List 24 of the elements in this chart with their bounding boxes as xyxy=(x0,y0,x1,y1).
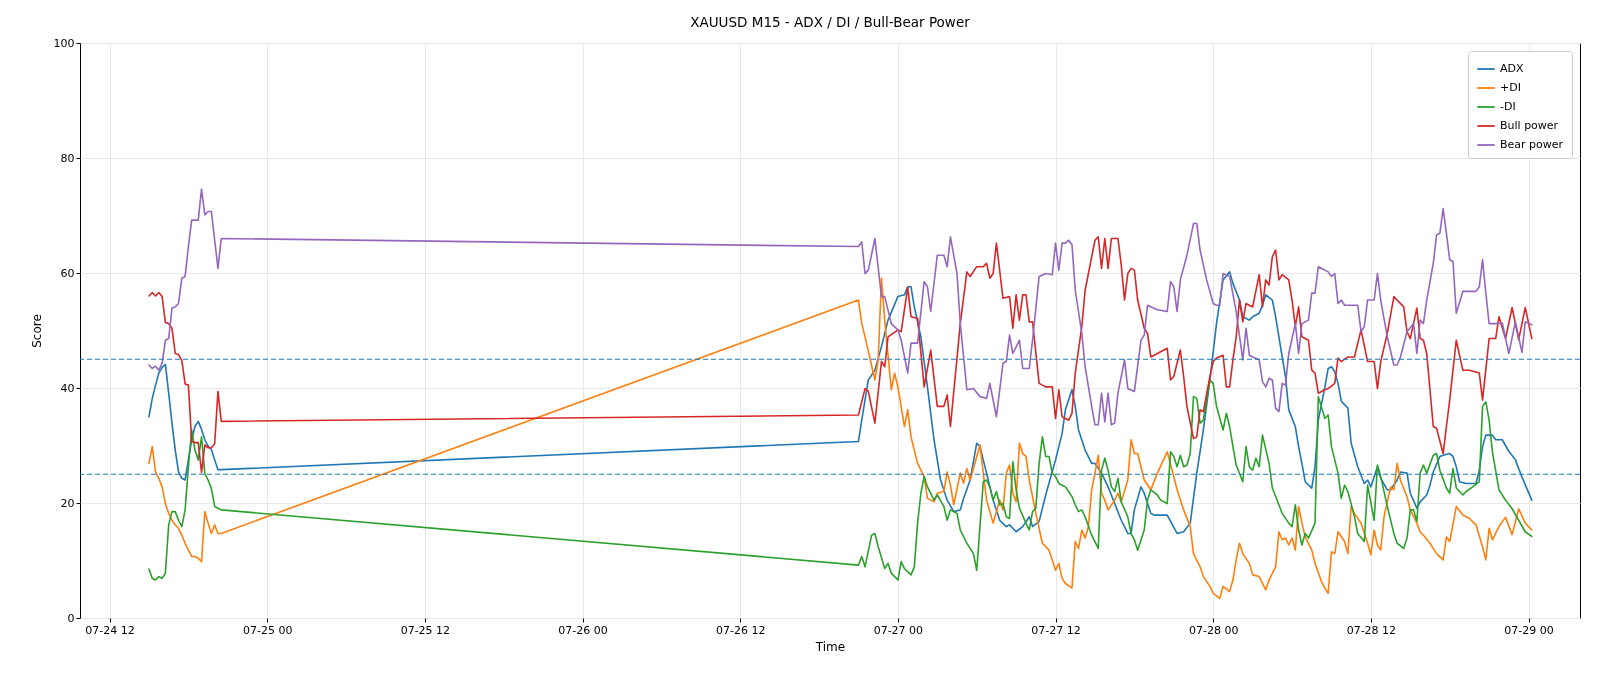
legend-label: Bear power xyxy=(1500,138,1564,151)
legend-label: +DI xyxy=(1500,81,1521,94)
x-tick-label: 07-25 12 xyxy=(400,623,451,637)
y-tick-label: 0 xyxy=(67,611,75,625)
legend-label: Bull power xyxy=(1500,119,1559,132)
x-tick-label: 07-28 12 xyxy=(1346,623,1397,637)
y-axis-title: Score xyxy=(29,314,44,348)
legend-label: ADX xyxy=(1500,62,1524,75)
x-tick-label: 07-26 12 xyxy=(715,623,766,637)
x-tick-label: 07-26 00 xyxy=(558,623,608,637)
x-tick-label: 07-24 12 xyxy=(85,623,135,637)
y-tick-label: 60 xyxy=(60,266,75,280)
y-tick-label: 40 xyxy=(60,381,75,395)
x-tick-label: 07-28 00 xyxy=(1188,623,1239,637)
chart-title: XAUUSD M15 - ADX / DI / Bull-Bear Power xyxy=(690,13,971,30)
x-tick-label: 07-25 00 xyxy=(242,623,293,637)
y-tick-label: 100 xyxy=(53,36,75,50)
x-tick-label: 07-29 00 xyxy=(1504,623,1554,637)
x-axis-title: Time xyxy=(814,639,846,654)
y-tick-label: 20 xyxy=(60,496,75,510)
legend-label: -DI xyxy=(1500,100,1516,113)
x-tick-label: 07-27 00 xyxy=(873,623,924,637)
x-tick-label: 07-27 12 xyxy=(1031,623,1081,637)
y-tick-label: 80 xyxy=(60,151,75,165)
